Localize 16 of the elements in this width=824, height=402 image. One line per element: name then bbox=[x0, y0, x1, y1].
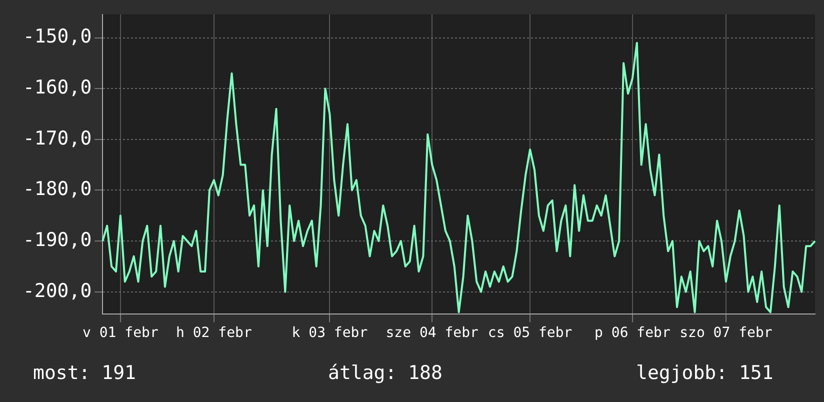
y-tick-label: -190,0 bbox=[22, 228, 92, 251]
text: átlag: 188 bbox=[328, 362, 442, 384]
x-tick-label: cs 05 febr bbox=[488, 325, 572, 342]
x-tick-label: sze 04 febr bbox=[386, 325, 478, 342]
y-tick-label: -200,0 bbox=[22, 280, 92, 302]
x-tick-label: h 02 febr bbox=[176, 325, 252, 342]
x-tick-label: p 06 febr bbox=[594, 325, 670, 342]
text: legjobb: 151 bbox=[636, 362, 774, 384]
x-tick-label: v 01 febr bbox=[82, 325, 158, 342]
y-tick-label: -160,0 bbox=[22, 76, 92, 99]
text: most: 191 bbox=[33, 362, 136, 384]
y-tick-label: -180,0 bbox=[22, 178, 92, 200]
y-tick-label: -150,0 bbox=[22, 26, 92, 48]
y-tick-label: -170,0 bbox=[22, 127, 92, 150]
x-tick-label: k 03 febr bbox=[292, 325, 368, 342]
x-tick-label: szo 07 febr bbox=[680, 325, 772, 342]
